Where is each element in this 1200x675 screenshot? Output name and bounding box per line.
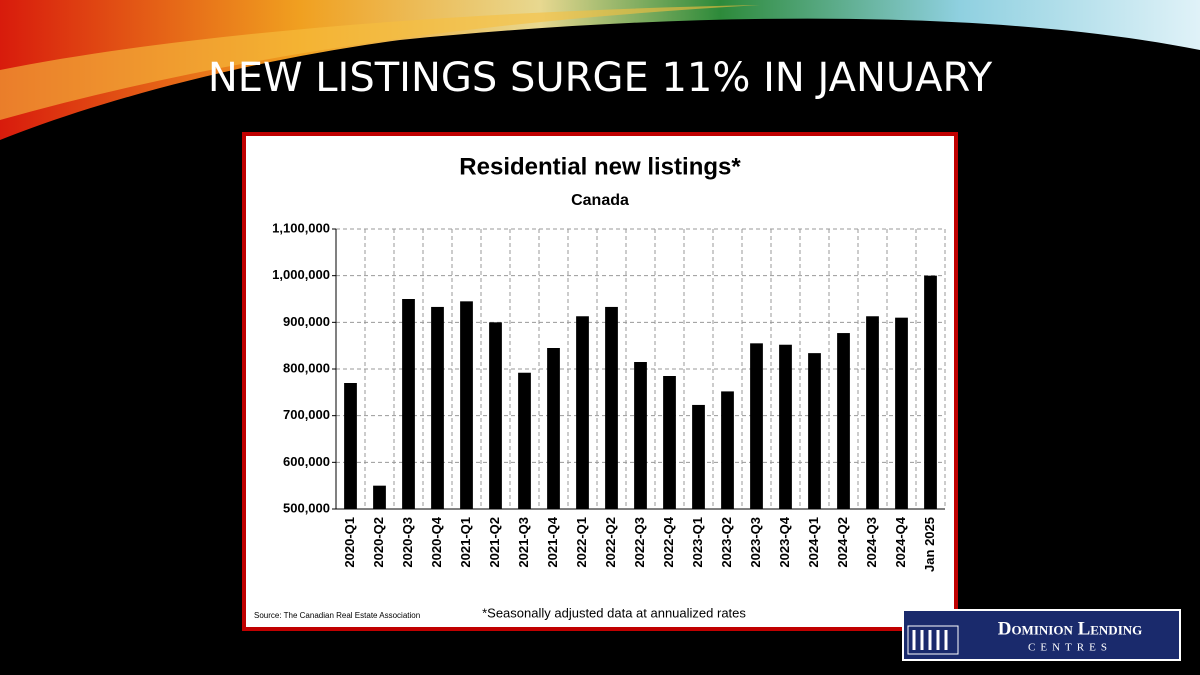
x-tick-label: 2021-Q2 bbox=[487, 517, 502, 568]
x-tick-label: 2021-Q3 bbox=[516, 517, 531, 568]
logo-name: Dominion Lending bbox=[998, 618, 1143, 639]
logo: Dominion Lending CENTRES bbox=[902, 609, 1181, 661]
bar bbox=[634, 362, 647, 509]
x-tick-label: 2023-Q1 bbox=[690, 517, 705, 568]
x-tick-label: 2022-Q2 bbox=[603, 517, 618, 568]
plot-area: 500,000 600,000 700,000 800,000 900,000 1,000… bbox=[272, 220, 946, 572]
x-tick-label: 2021-Q4 bbox=[545, 516, 560, 567]
x-tick-label: 2023-Q3 bbox=[748, 517, 763, 568]
bar bbox=[576, 316, 589, 509]
x-tick-label: 2024-Q1 bbox=[806, 517, 821, 568]
bar bbox=[808, 353, 821, 509]
bar bbox=[489, 322, 502, 509]
x-tick-label: 2024-Q4 bbox=[893, 516, 908, 567]
logo-tagline: CENTRES bbox=[1028, 642, 1112, 654]
chart-subtitle: Canada bbox=[571, 192, 629, 209]
y-tick-label: 700,000 bbox=[283, 407, 330, 422]
bar bbox=[779, 344, 792, 509]
slide-title: NEW LISTINGS SURGE 11% IN JANUARY bbox=[208, 55, 993, 101]
x-tick-label: 2022-Q3 bbox=[632, 517, 647, 568]
bar bbox=[547, 348, 560, 509]
x-tick-label: 2024-Q2 bbox=[835, 517, 850, 568]
bar bbox=[605, 306, 618, 509]
logo-icon bbox=[907, 625, 959, 655]
header-swoosh-highlight bbox=[0, 5, 760, 120]
y-tick-label: 500,000 bbox=[283, 500, 330, 515]
x-tick-label: 2022-Q4 bbox=[661, 516, 676, 567]
x-tick-label: Jan 2025 bbox=[922, 517, 937, 572]
bar bbox=[402, 299, 415, 509]
bar bbox=[431, 306, 444, 509]
logo-box bbox=[902, 609, 1181, 661]
bar bbox=[373, 485, 386, 509]
x-tick-label: 2023-Q4 bbox=[777, 516, 792, 567]
x-tick-label: 2020-Q1 bbox=[342, 517, 357, 568]
bar bbox=[663, 376, 676, 509]
chart-title: Residential new listings* bbox=[459, 153, 741, 180]
bar bbox=[924, 275, 937, 509]
bar bbox=[866, 316, 879, 509]
x-tick-label: 2021-Q1 bbox=[458, 517, 473, 568]
bar bbox=[721, 391, 734, 509]
bar bbox=[750, 343, 763, 509]
bar bbox=[692, 404, 705, 509]
bar bbox=[344, 383, 357, 509]
logo-columns bbox=[912, 630, 948, 650]
bar bbox=[518, 372, 531, 509]
bar bbox=[460, 301, 473, 509]
x-tick-label: 2020-Q4 bbox=[429, 516, 444, 567]
y-tick-label: 800,000 bbox=[283, 360, 330, 375]
y-tick-label: 1,000,000 bbox=[272, 267, 330, 282]
x-tick-label: 2020-Q3 bbox=[400, 517, 415, 568]
x-tick-label: 2022-Q1 bbox=[574, 517, 589, 568]
y-tick-label: 1,100,000 bbox=[272, 220, 330, 235]
bar bbox=[895, 317, 908, 509]
x-tick-label: 2024-Q3 bbox=[864, 517, 879, 568]
y-tick-label: 600,000 bbox=[283, 454, 330, 469]
x-tick-label: 2023-Q2 bbox=[719, 517, 734, 568]
y-tick-label: 900,000 bbox=[283, 314, 330, 329]
source: Source: The Canadian Real Estate Associa… bbox=[254, 611, 420, 620]
x-tick-label: 2020-Q2 bbox=[371, 517, 386, 568]
bar bbox=[837, 333, 850, 509]
footnote: *Seasonally adjusted data at annualized … bbox=[482, 605, 746, 620]
